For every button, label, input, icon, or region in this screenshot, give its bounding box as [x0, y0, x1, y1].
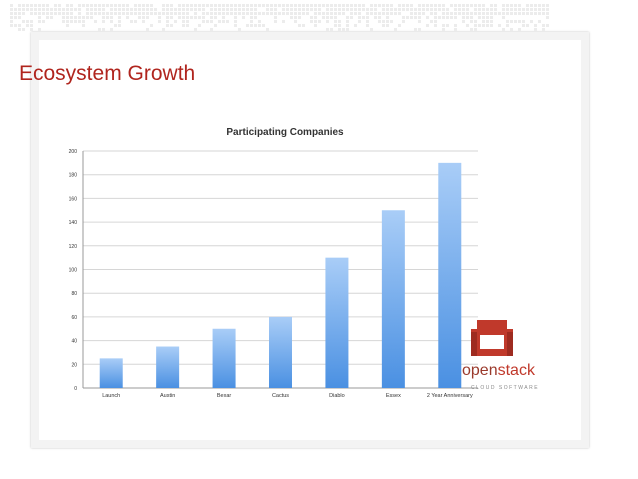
bar — [269, 316, 292, 388]
logo-wordmark: openstack — [462, 362, 535, 380]
chart-title: Participating Companies — [226, 127, 344, 138]
y-tick-label: 160 — [69, 196, 78, 202]
bar — [212, 328, 236, 388]
y-tick-label: 80 — [71, 291, 77, 297]
bar — [325, 257, 349, 388]
y-tick-label: 200 — [69, 149, 78, 155]
logo-word-open: open — [462, 362, 498, 379]
bar — [381, 210, 405, 388]
x-tick-label: Austin — [160, 393, 175, 399]
y-tick-label: 40 — [71, 339, 77, 345]
x-tick-label: Diablo — [329, 393, 345, 399]
slide — [31, 32, 589, 448]
chart-bars — [99, 162, 462, 388]
y-axis-ticks: 0 20 40 60 80 100 120 140 160 180 200 — [69, 149, 78, 392]
logo-subtitle: CLOUD SOFTWARE — [471, 385, 540, 391]
x-tick-label: Cactus — [272, 393, 289, 399]
x-tick-label: 2 Year Anniversary — [427, 393, 473, 399]
decorative-pixel-band — [10, 4, 549, 31]
y-tick-label: 0 — [74, 386, 77, 392]
y-tick-label: 140 — [69, 220, 78, 226]
y-tick-label: 60 — [71, 315, 77, 321]
x-axis-labels: Launch Austin Bexar Cactus Diablo Essex 2 Year… — [102, 393, 473, 399]
bar — [156, 346, 180, 388]
logo-word-stack: stack — [497, 362, 535, 379]
x-tick-label: Bexar — [217, 393, 232, 399]
openstack-logo-icon — [471, 320, 513, 356]
x-tick-label: Essex — [386, 393, 401, 399]
y-tick-label: 100 — [69, 268, 78, 274]
y-tick-label: 180 — [69, 173, 78, 179]
y-tick-label: 20 — [71, 362, 77, 368]
bar — [99, 358, 123, 388]
slide-content — [39, 40, 581, 440]
slide-title: Ecosystem Growth — [19, 62, 196, 85]
x-tick-label: Launch — [102, 393, 120, 399]
y-tick-label: 120 — [69, 244, 78, 250]
bar — [438, 162, 462, 388]
